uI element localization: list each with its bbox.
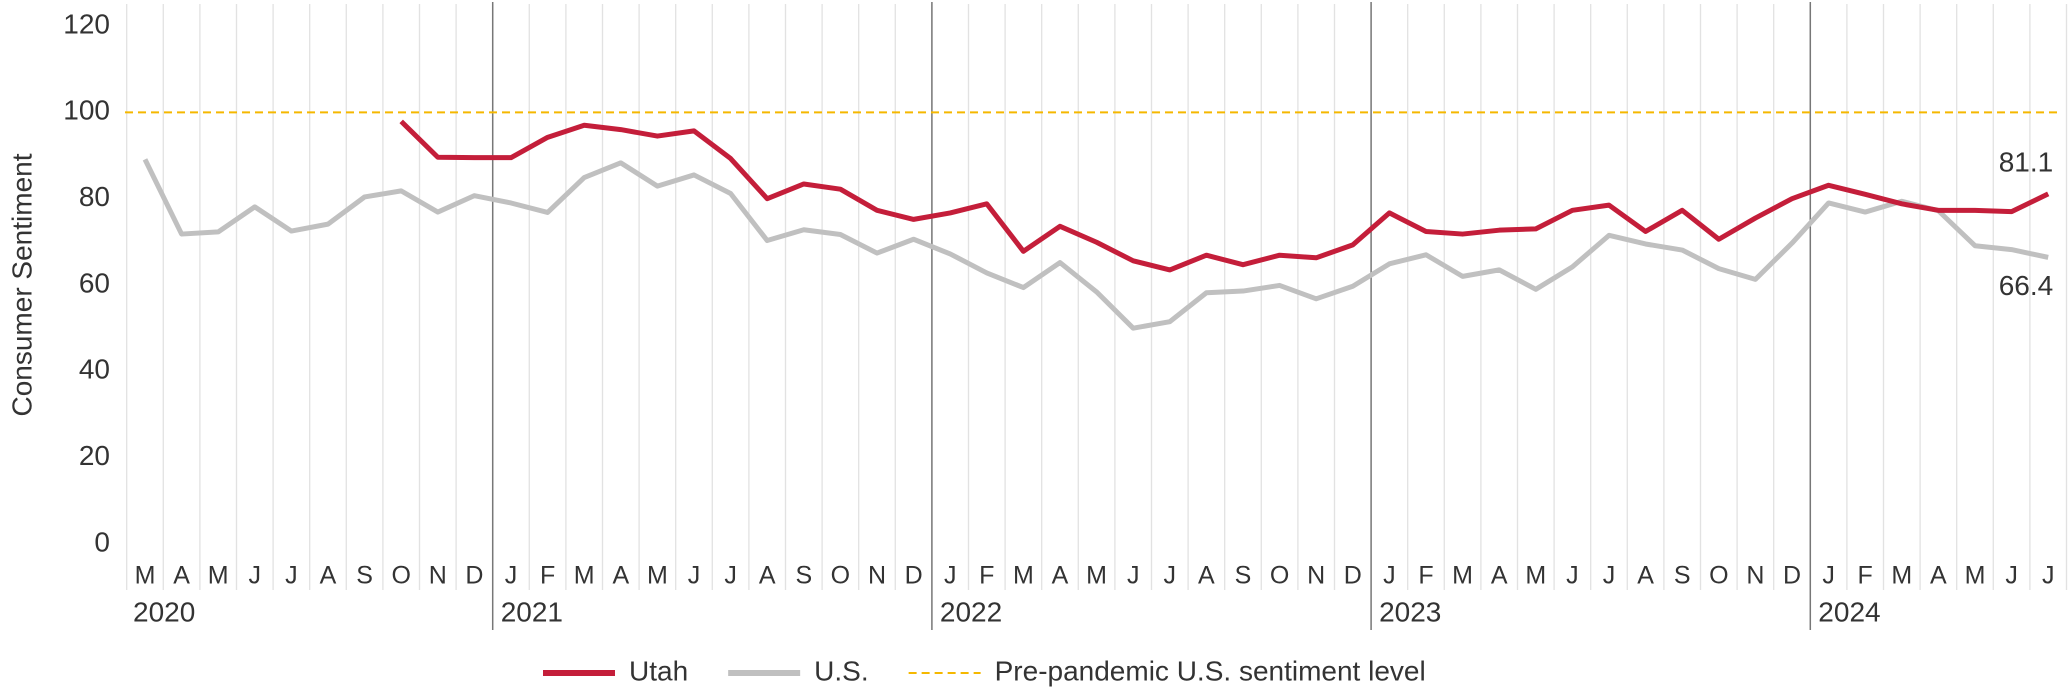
year-label: 2024 xyxy=(1818,596,1880,627)
y-tick-label: 120 xyxy=(63,8,110,39)
x-tick-label: N xyxy=(1746,562,1764,590)
x-tick-label: A xyxy=(320,562,337,590)
legend-label: U.S. xyxy=(814,655,868,686)
x-tick-label: S xyxy=(356,562,373,590)
series-line xyxy=(142,158,2049,331)
x-tick-label: J xyxy=(249,562,262,590)
x-tick-label: F xyxy=(540,562,555,590)
x-tick-label: M xyxy=(1013,562,1034,590)
x-tick-label: O xyxy=(1270,562,1289,590)
x-tick-label: J xyxy=(1566,562,1579,590)
x-tick-label: A xyxy=(1198,562,1215,590)
x-tick-label: A xyxy=(1930,562,1947,590)
end-value-label: 81.1 xyxy=(1999,146,2054,177)
x-tick-label: N xyxy=(868,562,886,590)
x-tick-label: J xyxy=(724,562,737,590)
x-tick-label: M xyxy=(1891,562,1912,590)
x-tick-label: D xyxy=(905,562,923,590)
series-line xyxy=(399,119,2050,273)
x-tick-label: F xyxy=(1418,562,1433,590)
x-tick-label: M xyxy=(1525,562,1546,590)
x-tick-label: A xyxy=(1637,562,1654,590)
year-label: 2023 xyxy=(1379,596,1441,627)
end-value-label: 66.4 xyxy=(1999,270,2054,301)
x-tick-label: M xyxy=(208,562,229,590)
year-label: 2020 xyxy=(133,596,195,627)
x-tick-label: M xyxy=(574,562,595,590)
x-tick-label: M xyxy=(1965,562,1986,590)
year-label: 2021 xyxy=(501,596,563,627)
x-tick-label: J xyxy=(505,562,518,590)
x-tick-label: A xyxy=(173,562,190,590)
x-tick-label: F xyxy=(979,562,994,590)
x-tick-label: A xyxy=(759,562,776,590)
x-tick-label: A xyxy=(1052,562,1069,590)
y-tick-label: 0 xyxy=(94,526,110,557)
y-tick-label: 40 xyxy=(79,354,110,385)
x-tick-label: D xyxy=(465,562,483,590)
y-tick-label: 20 xyxy=(79,440,110,471)
y-axis-label: Consumer Sentiment xyxy=(6,153,37,416)
y-tick-label: 100 xyxy=(63,95,110,126)
x-tick-label: D xyxy=(1344,562,1362,590)
x-tick-label: J xyxy=(2042,562,2055,590)
x-tick-label: N xyxy=(429,562,447,590)
x-tick-label: M xyxy=(1452,562,1473,590)
x-tick-label: J xyxy=(2005,562,2018,590)
x-tick-label: S xyxy=(1235,562,1252,590)
x-tick-label: O xyxy=(1709,562,1728,590)
x-tick-label: A xyxy=(1491,562,1508,590)
y-tick-label: 80 xyxy=(79,181,110,212)
x-tick-label: N xyxy=(1307,562,1325,590)
x-tick-label: O xyxy=(391,562,410,590)
x-tick-label: J xyxy=(1383,562,1396,590)
year-label: 2022 xyxy=(940,596,1002,627)
legend-label: Utah xyxy=(629,655,688,686)
x-tick-label: M xyxy=(647,562,668,590)
x-tick-label: M xyxy=(1086,562,1107,590)
x-tick-label: J xyxy=(1822,562,1835,590)
x-tick-label: D xyxy=(1783,562,1801,590)
x-tick-label: A xyxy=(612,562,629,590)
x-tick-label: J xyxy=(688,562,701,590)
x-tick-label: F xyxy=(1858,562,1873,590)
x-tick-label: J xyxy=(1164,562,1177,590)
legend-label: Pre-pandemic U.S. sentiment level xyxy=(995,655,1426,686)
x-tick-label: S xyxy=(1674,562,1691,590)
x-tick-label: S xyxy=(795,562,812,590)
x-tick-label: J xyxy=(1603,562,1616,590)
x-tick-label: O xyxy=(831,562,850,590)
x-tick-label: M xyxy=(135,562,156,590)
y-tick-label: 60 xyxy=(79,267,110,298)
x-tick-label: J xyxy=(944,562,957,590)
x-tick-label: J xyxy=(285,562,298,590)
x-tick-label: J xyxy=(1127,562,1140,590)
